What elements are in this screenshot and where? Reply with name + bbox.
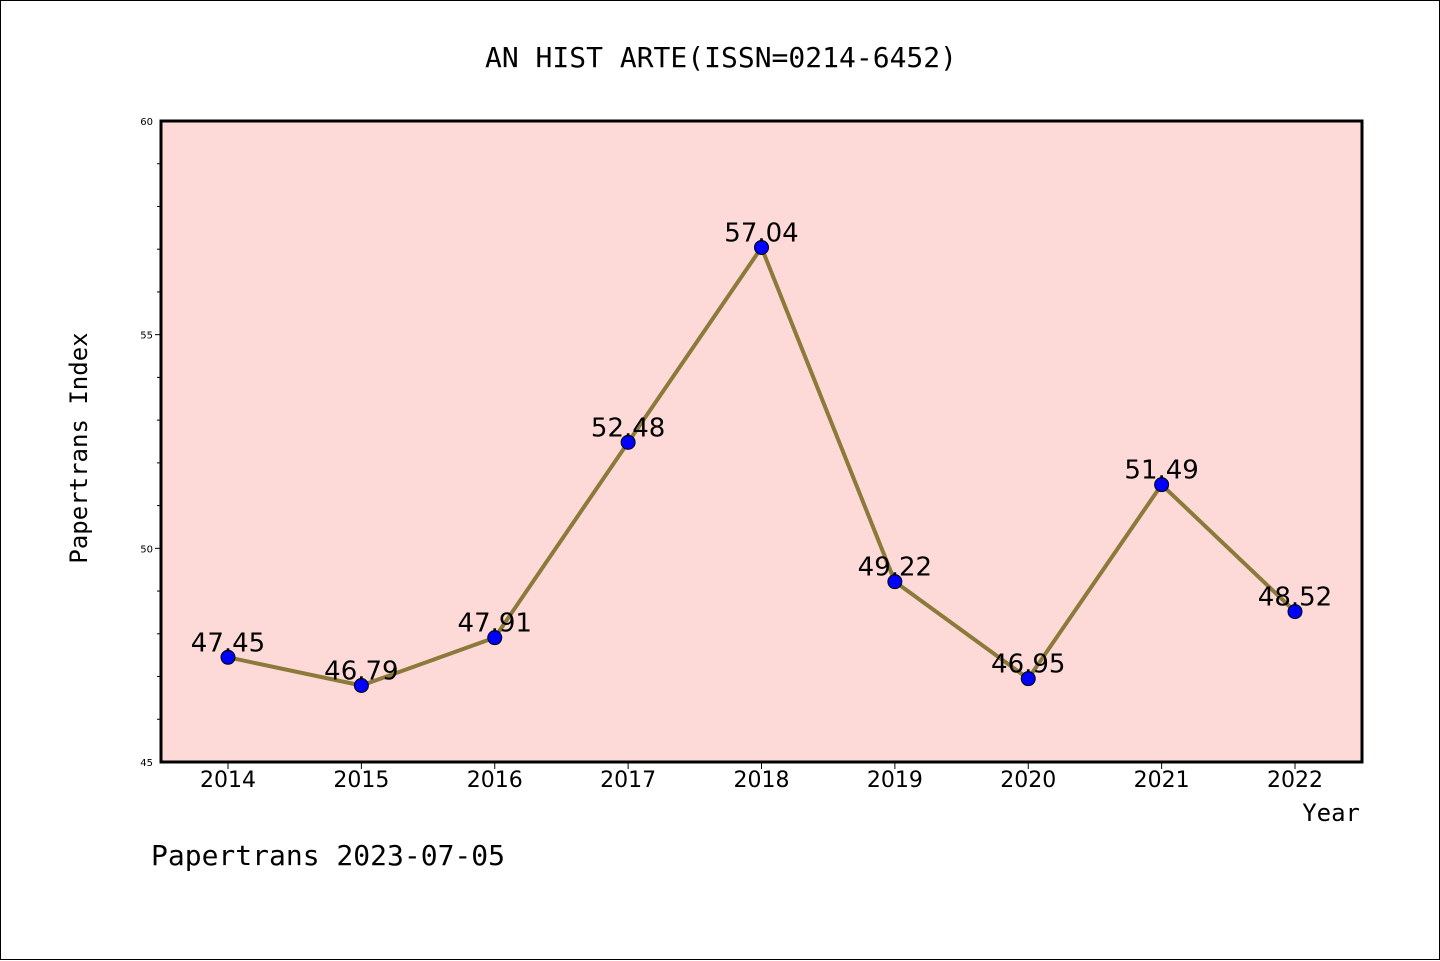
data-label: 49.22 bbox=[858, 553, 932, 583]
x-tick-label: 2018 bbox=[734, 768, 790, 793]
x-tick-label: 2015 bbox=[333, 768, 389, 793]
x-tick-label: 2017 bbox=[600, 768, 656, 793]
y-axis: 45 50 55 60 bbox=[140, 117, 161, 769]
x-tick-label: 2021 bbox=[1134, 768, 1190, 793]
data-point bbox=[754, 239, 769, 255]
x-axis-label: Year bbox=[1302, 799, 1360, 827]
data-label: 51.49 bbox=[1124, 456, 1198, 486]
y-tick-label: 50 bbox=[140, 544, 153, 555]
data-label: 52.48 bbox=[591, 413, 665, 443]
data-point bbox=[1154, 477, 1170, 493]
data-point bbox=[1020, 671, 1036, 687]
data-label: 48.52 bbox=[1258, 583, 1332, 613]
data-label: 46.79 bbox=[324, 657, 398, 687]
y-axis-label: Papertrans Index bbox=[65, 332, 93, 563]
data-point bbox=[620, 434, 636, 450]
data-label: 57.04 bbox=[724, 218, 798, 248]
data-labels: 47.45 46.79 47.91 52.48 57.04 49.22 46.95 51.49… bbox=[191, 218, 1332, 686]
data-label: 47.45 bbox=[191, 628, 265, 658]
data-label: 47.91 bbox=[458, 609, 532, 639]
y-tick-label: 45 bbox=[140, 758, 153, 769]
y-tick-label: 55 bbox=[140, 331, 153, 342]
x-tick-label: 2019 bbox=[867, 768, 923, 793]
series-layer bbox=[220, 239, 1303, 694]
plot-area bbox=[159, 119, 1364, 764]
footer-credit: Papertrans 2023-07-05 bbox=[151, 839, 505, 872]
x-tick-label: 2016 bbox=[467, 768, 523, 793]
y-tick-label: 60 bbox=[140, 117, 153, 128]
x-tick-label: 2014 bbox=[200, 768, 256, 793]
x-tick-label: 2022 bbox=[1267, 768, 1323, 793]
x-axis: 2014 2015 2016 2017 2018 2019 2020 2021 2022 bbox=[200, 762, 1323, 793]
data-point bbox=[353, 678, 369, 694]
x-tick-label: 2020 bbox=[1000, 768, 1056, 793]
data-point bbox=[887, 574, 903, 590]
chart-title: AN HIST ARTE(ISSN=0214-6452) bbox=[485, 41, 957, 74]
data-label: 46.95 bbox=[991, 650, 1065, 680]
data-point bbox=[487, 630, 503, 646]
data-point bbox=[220, 649, 236, 665]
data-point bbox=[1287, 604, 1303, 620]
